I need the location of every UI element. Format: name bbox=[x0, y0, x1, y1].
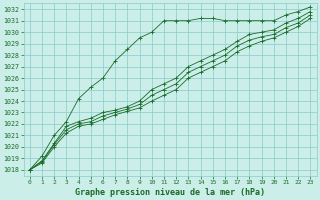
X-axis label: Graphe pression niveau de la mer (hPa): Graphe pression niveau de la mer (hPa) bbox=[75, 188, 265, 197]
